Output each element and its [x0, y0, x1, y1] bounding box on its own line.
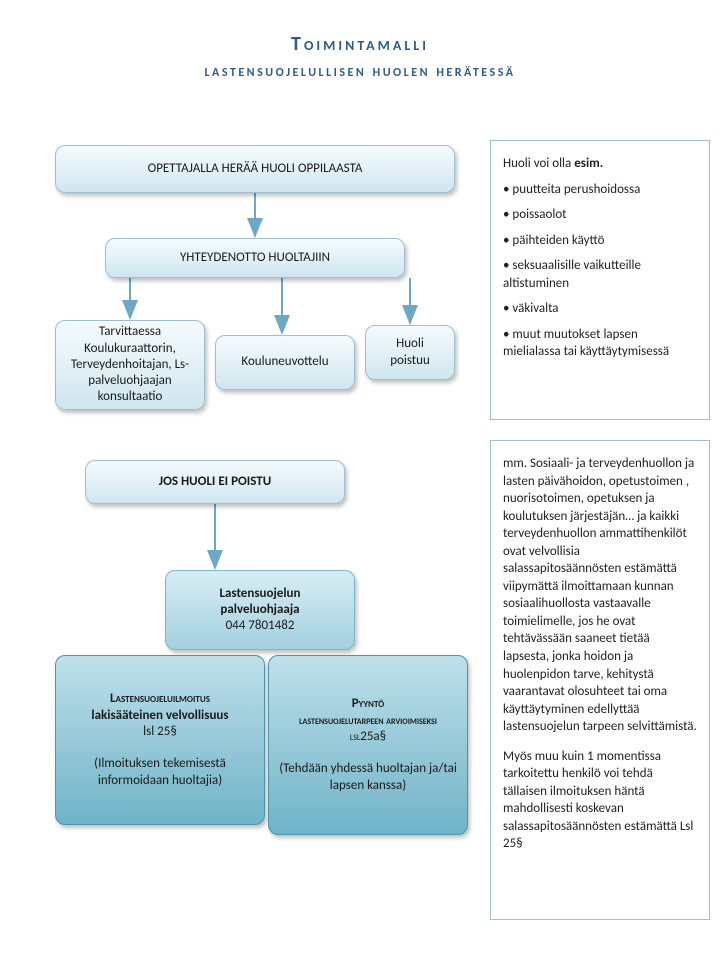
side1-heading: Huoli voi olla esim. [503, 155, 697, 173]
node-consultation: Tarvittaessa Koulukuraattorin, Terveyden… [55, 320, 205, 410]
n8-t4: (Ilmoituksen tekemisestä informoidaan hu… [94, 756, 226, 787]
node-text: YHTEYDENOTTO HUOLTAJIIN [180, 250, 330, 266]
side1-item: • seksuaalisille vaikutteille altistumin… [503, 257, 697, 292]
n8-t1: Lastensuojeluilmoitus [110, 691, 210, 706]
n7-l2: palveluohjaaja [220, 602, 299, 617]
n9-t3b: 25a§ [360, 729, 386, 744]
node-inner: Lastensuojelun palveluohjaaja 044 780148… [220, 586, 301, 635]
n9-t1: Pyyntö [352, 696, 385, 711]
sidebox-concern-examples: Huoli voi olla esim. • puutteita perusho… [490, 140, 710, 420]
node-school-meeting: Kouluneuvottelu [215, 335, 355, 390]
node-concern-resolved: Huoli poistuu [365, 325, 455, 380]
side1-item: • väkivalta [503, 300, 697, 318]
node-contact-guardians: YHTEYDENOTTO HUOLTAJIIN [105, 238, 405, 278]
side1-items: • puutteita perushoidossa • poissaolot • p… [503, 181, 697, 361]
node-teacher-concern: OPETTAJALLA HERÄÄ HUOLI OPPILAASTA [55, 145, 455, 193]
node-service-advisor: Lastensuojelun palveluohjaaja 044 780148… [165, 570, 355, 650]
side1-item: • puutteita perushoidossa [503, 181, 697, 199]
n9-t2: lastensuojelutarpeen arvioimiseksi [299, 714, 437, 728]
node-text: Tarvittaessa Koulukuraattorin, Terveyden… [66, 324, 194, 405]
node-inner: Pyyntö lastensuojelutarpeen arvioimiseks… [279, 696, 457, 794]
sidebox-legal-text: mm. Sosiaali- ja terveydenhuollon ja las… [490, 440, 710, 920]
node-text: OPETTAJALLA HERÄÄ HUOLI OPPILAASTA [148, 161, 363, 177]
side1-item: • päihteiden käyttö [503, 232, 697, 250]
n8-t3: lsl 25§ [143, 724, 177, 739]
side2-p2: Myös muu kuin 1 momentissa tarkoitettu h… [503, 748, 697, 853]
side1-item: • muut muutokset lapsen mielialassa tai … [503, 326, 697, 361]
side1-heading-b: esim. [574, 156, 603, 171]
node-assessment-request: Pyyntö lastensuojelutarpeen arvioimiseks… [268, 655, 468, 835]
diagram-stage: OPETTAJALLA HERÄÄ HUOLI OPPILAASTA YHTEY… [0, 0, 720, 960]
n8-t2: lakisääteinen velvollisuus [91, 708, 228, 723]
node-text: Huoli poistuu [376, 336, 444, 369]
side1-heading-a: Huoli voi olla [503, 156, 574, 171]
node-text: Kouluneuvottelu [241, 354, 328, 370]
n9-t3a: lsl [350, 730, 360, 743]
n7-l3: 044 7801482 [226, 618, 295, 633]
node-inner: Lastensuojeluilmoitus lakisääteinen velv… [66, 691, 254, 789]
side2-p1: mm. Sosiaali- ja terveydenhuollon ja las… [503, 455, 697, 736]
node-text: JOS HUOLI EI POISTU [159, 474, 271, 490]
n9-t4: (Tehdään yhdessä huoltajan ja/tai lapsen… [279, 761, 457, 792]
node-concern-remains: JOS HUOLI EI POISTU [85, 460, 345, 504]
side1-item: • poissaolot [503, 206, 697, 224]
n7-l1: Lastensuojelun [220, 586, 301, 601]
node-child-welfare-report: Lastensuojeluilmoitus lakisääteinen velv… [55, 655, 265, 825]
